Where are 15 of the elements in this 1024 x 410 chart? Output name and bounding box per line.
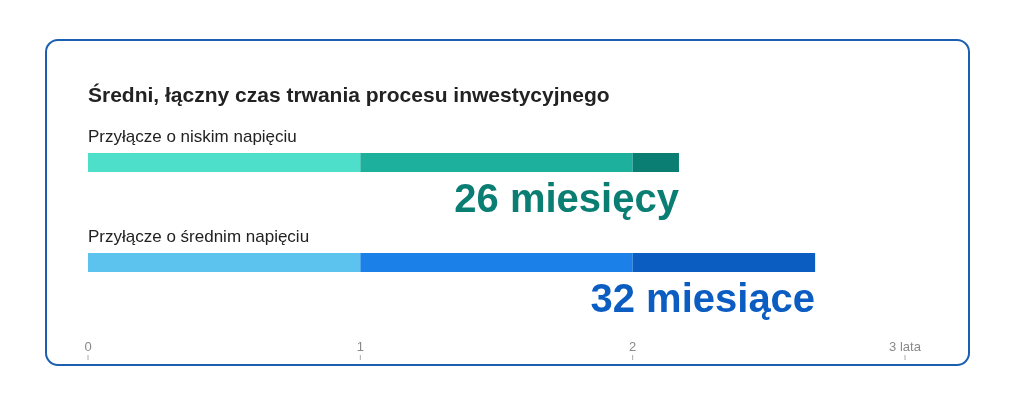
y-tick-label: Przyłącze o średnim napięciu bbox=[88, 227, 310, 246]
x-tick-label: 2 bbox=[629, 339, 637, 354]
annotation: 26 miesięcy bbox=[454, 176, 680, 220]
bar bbox=[88, 153, 361, 172]
chart-title: Średni, łączny czas trwania procesu inwestycyjnego bbox=[88, 83, 610, 106]
bar bbox=[88, 253, 361, 272]
x-tick-label: 0 bbox=[84, 339, 92, 354]
bar bbox=[632, 253, 816, 272]
bar bbox=[360, 253, 633, 272]
bar bbox=[632, 153, 679, 172]
annotation: 32 miesiące bbox=[590, 276, 816, 320]
y-tick-label: Przyłącze o niskim napięciu bbox=[88, 127, 297, 146]
bar bbox=[360, 153, 633, 172]
x-tick-label: 3 lata bbox=[889, 339, 922, 354]
x-tick-label: 1 bbox=[356, 339, 364, 354]
